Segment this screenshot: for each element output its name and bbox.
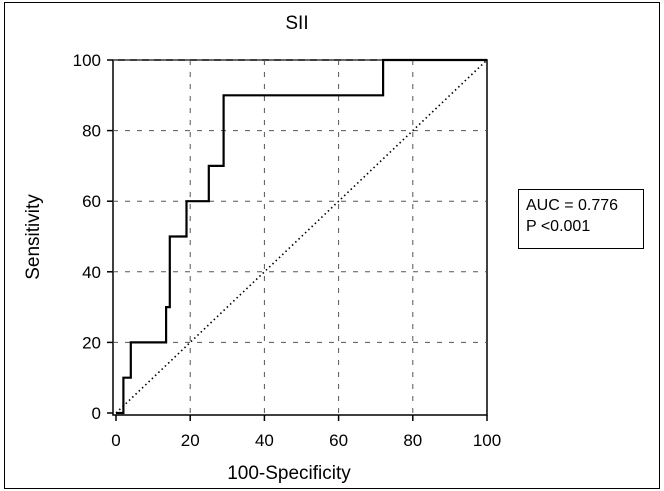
y-axis-title: Sensitivity (23, 194, 44, 280)
chart-title: SII (285, 13, 308, 34)
plot-area (112, 59, 488, 416)
auc-value: AUC = 0.776 (526, 197, 619, 214)
axis-ticks: 0 20 40 60 80 100 0 20 40 60 80 100 (73, 51, 502, 450)
x-tick-label: 20 (181, 431, 200, 450)
y-tick-label: 40 (82, 263, 101, 282)
roc-curve-line (116, 58, 487, 415)
p-value: P <0.001 (526, 218, 591, 235)
x-tick-label: 40 (255, 431, 274, 450)
auc-legend-box: AUC = 0.776 P <0.001 (518, 189, 644, 249)
x-tick-label: 100 (473, 431, 501, 450)
grid-lines (113, 59, 487, 413)
x-axis-title: 100-Specificity (227, 463, 351, 484)
x-tick-label: 60 (329, 431, 348, 450)
y-tick-label: 20 (82, 333, 101, 352)
y-tick-label: 100 (73, 51, 101, 70)
x-tick-label: 0 (111, 431, 120, 450)
x-tick-label: 80 (403, 431, 422, 450)
y-tick-label: 60 (82, 192, 101, 211)
series-layer (115, 58, 488, 415)
y-tick-label: 0 (92, 404, 101, 423)
y-tick-label: 80 (82, 122, 101, 141)
